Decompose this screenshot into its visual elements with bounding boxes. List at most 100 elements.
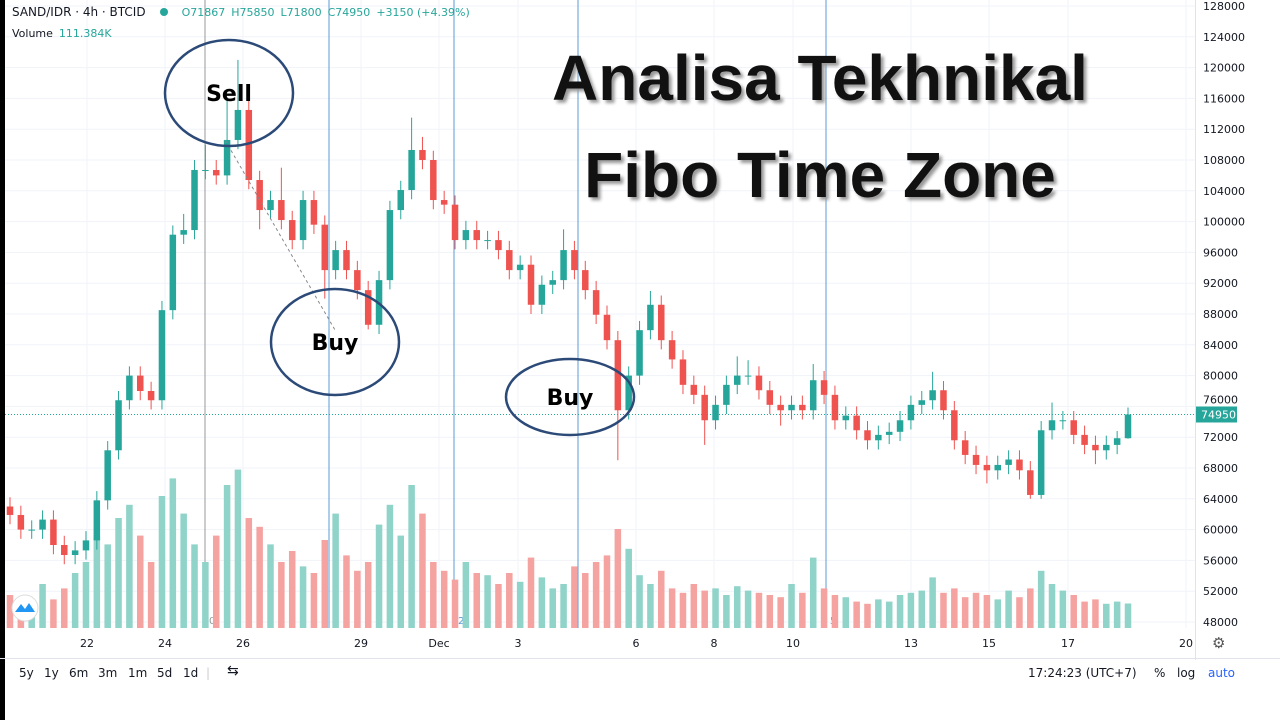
candle-body bbox=[430, 160, 437, 201]
volume-bar bbox=[951, 588, 958, 628]
volume-bar bbox=[451, 579, 459, 628]
volume-bar bbox=[397, 535, 405, 628]
volume-value: 111.384K bbox=[58, 27, 112, 40]
candle-body bbox=[506, 250, 513, 271]
candle-body bbox=[256, 180, 263, 211]
y-tick-label: 48000 bbox=[1203, 616, 1238, 629]
candle-body bbox=[495, 240, 502, 251]
volume-bar bbox=[430, 562, 437, 628]
x-tick-label: 26 bbox=[236, 637, 250, 650]
volume-bar bbox=[256, 526, 263, 628]
candle-body bbox=[71, 550, 79, 556]
volume-bar bbox=[169, 478, 177, 628]
candle-body bbox=[972, 454, 980, 465]
volume-bar bbox=[267, 544, 274, 628]
volume-bar bbox=[321, 540, 329, 628]
candle-body bbox=[549, 280, 556, 285]
ohlc-open: O71867 bbox=[181, 5, 226, 19]
volume-bar bbox=[668, 588, 676, 628]
volume-bar bbox=[495, 584, 502, 628]
y-tick-label: 76000 bbox=[1203, 393, 1238, 406]
candle-body bbox=[473, 230, 480, 241]
volume-bar bbox=[234, 469, 242, 628]
x-tick-label: 15 bbox=[982, 637, 996, 650]
volume-bar bbox=[354, 570, 361, 628]
volume-bar bbox=[310, 573, 318, 628]
candle-body bbox=[180, 230, 187, 235]
candle-body bbox=[658, 304, 665, 341]
y-tick-label: 108000 bbox=[1203, 154, 1245, 167]
volume-bar bbox=[71, 573, 79, 628]
range-5d[interactable]: 5d bbox=[157, 666, 173, 680]
volume-bar bbox=[364, 562, 372, 628]
y-tick-label: 104000 bbox=[1203, 185, 1245, 198]
volume-bar bbox=[929, 577, 936, 628]
volume-bar bbox=[733, 586, 741, 628]
candle-body bbox=[712, 404, 719, 421]
symbol-label[interactable]: SAND/IDR · 4h · BTCID bbox=[12, 5, 146, 19]
log-toggle[interactable]: log bbox=[1177, 666, 1196, 680]
volume-bar bbox=[1124, 603, 1132, 628]
candle-body bbox=[386, 210, 394, 281]
candle-body bbox=[1124, 414, 1132, 439]
volume-bar bbox=[147, 562, 155, 628]
tradingview-logo-icon bbox=[11, 594, 39, 622]
candle-body bbox=[766, 390, 774, 405]
volume-bar bbox=[136, 535, 144, 628]
volume-bar bbox=[516, 581, 524, 628]
candle-body bbox=[17, 514, 25, 530]
volume-bar bbox=[245, 518, 253, 628]
candle-body bbox=[136, 375, 144, 391]
candle-body bbox=[636, 330, 643, 376]
candle-body bbox=[169, 234, 177, 311]
volume-bar bbox=[288, 551, 296, 628]
candle-body bbox=[592, 290, 600, 315]
range-1m[interactable]: 1m bbox=[128, 666, 148, 680]
volume-bar bbox=[375, 524, 383, 628]
ohlc-close: C74950 bbox=[327, 5, 371, 19]
goto-date-icon[interactable]: ⇆ bbox=[227, 663, 239, 679]
candle-body bbox=[853, 415, 860, 431]
volume-bar bbox=[1081, 601, 1088, 628]
settings-gear-icon[interactable]: ⚙ bbox=[1212, 634, 1226, 652]
x-tick-label: 24 bbox=[158, 637, 172, 650]
volume-bar bbox=[842, 597, 850, 628]
candle-body bbox=[191, 170, 198, 231]
volume-bar bbox=[799, 592, 806, 628]
auto-toggle[interactable]: auto bbox=[1208, 666, 1236, 680]
volume-bar bbox=[896, 595, 904, 628]
candle-body bbox=[516, 264, 524, 271]
range-1y[interactable]: 1y bbox=[44, 666, 59, 680]
candle-body bbox=[831, 394, 839, 421]
candle-body bbox=[755, 375, 763, 391]
range-5y[interactable]: 5y bbox=[19, 666, 34, 680]
x-tick-label: 3 bbox=[515, 637, 522, 650]
volume-bar bbox=[647, 584, 654, 628]
range-6m[interactable]: 6m bbox=[69, 666, 89, 680]
volume-bar bbox=[299, 566, 307, 628]
range-1d[interactable]: 1d bbox=[183, 666, 199, 680]
candle-body bbox=[603, 314, 611, 341]
volume-bar bbox=[1059, 590, 1067, 628]
volume-bar bbox=[1027, 588, 1034, 628]
candle-body bbox=[744, 375, 752, 377]
candle-body bbox=[842, 415, 850, 421]
ohlc-low: L71800 bbox=[280, 5, 322, 19]
candle-body bbox=[6, 506, 14, 515]
volume-legend: Volume 111.384K bbox=[12, 27, 112, 40]
candle-body bbox=[93, 500, 101, 541]
price-axis-separator bbox=[1195, 0, 1196, 660]
candle-body bbox=[1113, 438, 1121, 445]
volume-bar bbox=[582, 573, 589, 628]
percent-toggle[interactable]: % bbox=[1154, 666, 1166, 680]
candle-body bbox=[1081, 434, 1088, 445]
volume-bar bbox=[940, 592, 947, 628]
price-chart[interactable]: 128000 124000 120000 116000 112000 108000 1040… bbox=[0, 0, 1280, 660]
volume-bar bbox=[571, 566, 578, 628]
candle-body bbox=[896, 420, 904, 432]
x-tick-label: 22 bbox=[80, 637, 94, 650]
candle-body bbox=[364, 290, 372, 325]
range-3m[interactable]: 3m bbox=[98, 666, 118, 680]
volume-bar bbox=[592, 562, 600, 628]
volume-bar bbox=[777, 597, 784, 628]
